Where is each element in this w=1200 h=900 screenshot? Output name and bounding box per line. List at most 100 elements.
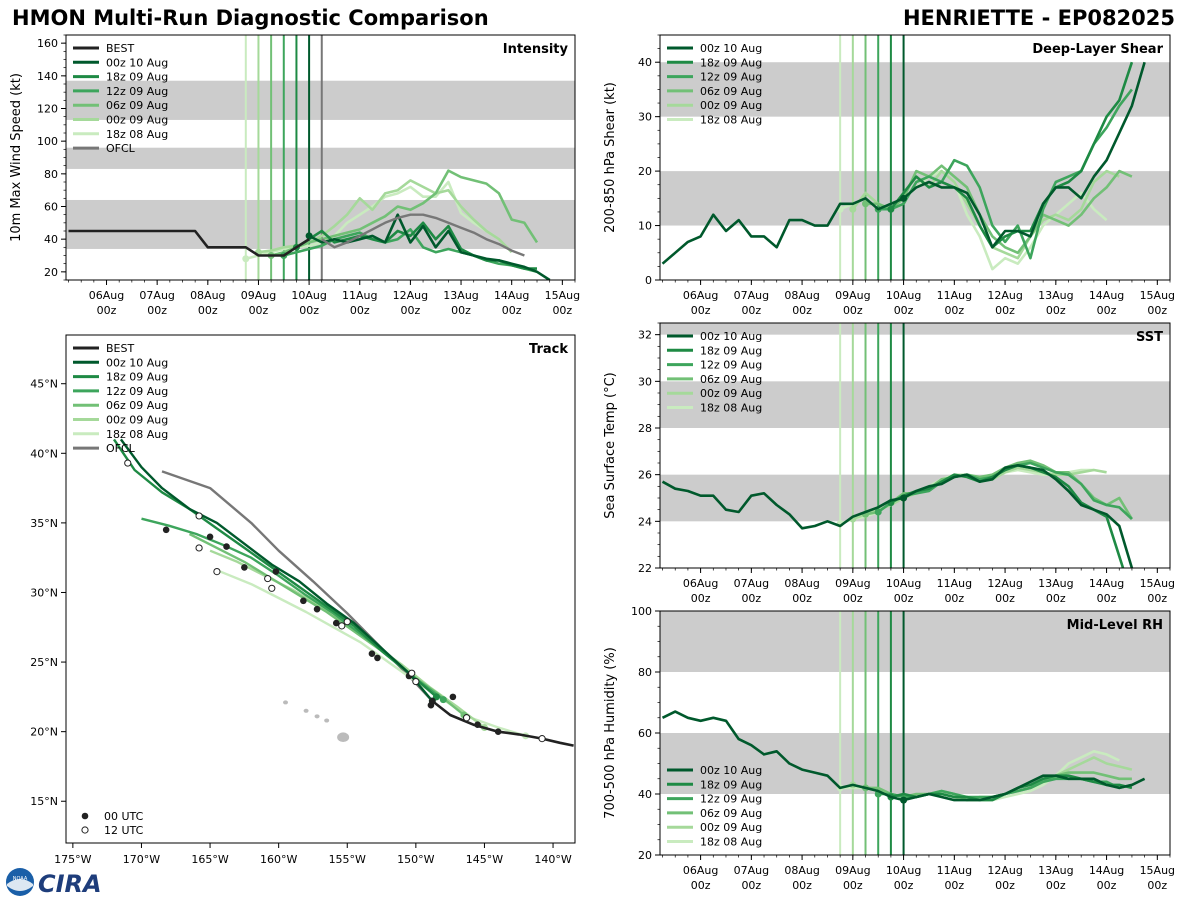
x-tick-sublabel: 00z [894, 879, 914, 892]
x-tick-sublabel: 00z [1046, 879, 1066, 892]
track-point-00utc [494, 728, 502, 735]
hawaii-island [283, 700, 289, 705]
best-track [431, 699, 574, 747]
page-title: HMON Multi-Run Diagnostic Comparison [12, 6, 489, 30]
intensity-plot-area [66, 35, 575, 280]
y-tick-label: 20 [44, 266, 58, 279]
rh-panel: 20 40 60 80 100 700-500 hPa Humidity (%) 06Aug… [603, 605, 1175, 892]
x-tick-label: 08Aug [190, 289, 225, 302]
run-track-0 [119, 438, 434, 702]
run-start-marker [874, 508, 882, 516]
y-tick-label: 35°N [30, 517, 58, 530]
x-tick-sublabel: 00z [995, 304, 1015, 317]
legend-label: 00z 10 Aug [700, 42, 762, 55]
x-tick-label: 14Aug [1089, 864, 1124, 877]
legend-label: 18z 09 Aug [106, 71, 168, 84]
x-tick-label: 15Aug [1140, 289, 1175, 302]
x-tick-label: 10Aug [291, 289, 326, 302]
x-tick-label: 140°W [534, 853, 571, 866]
sst-plot-area [660, 323, 1170, 568]
x-tick-label: 08Aug [784, 577, 819, 590]
x-tick-label: 11Aug [937, 577, 972, 590]
y-tick-label: 22 [638, 562, 652, 575]
legend-label: 18z 08 Aug [700, 402, 762, 415]
x-tick-sublabel: 00z [1046, 304, 1066, 317]
legend-label: 00z 10 Aug [700, 330, 762, 343]
legend-label: 18z 09 Aug [700, 344, 762, 357]
x-tick-sublabel: 00z [792, 304, 812, 317]
legend-label: 12z 09 Aug [106, 85, 168, 98]
track-point-12utc [195, 512, 203, 520]
x-tick-sublabel: 00z [995, 592, 1015, 605]
x-tick-label: 12Aug [987, 577, 1022, 590]
x-tick-label: 12Aug [987, 289, 1022, 302]
x-tick-label: 10Aug [886, 864, 921, 877]
x-tick-sublabel: 00z [350, 304, 370, 317]
shaded-band [660, 474, 1170, 522]
hawaii-island [314, 714, 320, 719]
track-point-00utc [313, 605, 321, 613]
x-tick-label: 09Aug [241, 289, 276, 302]
y-tick-label: 60 [638, 727, 652, 740]
run-start-marker [305, 232, 313, 240]
x-tick-sublabel: 00z [995, 879, 1015, 892]
shear-plot-area [660, 35, 1170, 280]
x-tick-sublabel: 00z [249, 304, 269, 317]
x-tick-label: 06Aug [683, 577, 718, 590]
y-tick-label: 40 [44, 233, 58, 246]
x-tick-label: 165°W [191, 853, 228, 866]
run-track-1 [113, 438, 438, 698]
legend-label: BEST [106, 342, 134, 355]
hawaii-island [337, 732, 350, 743]
run-start-marker [887, 205, 895, 213]
x-tick-label: 13Aug [1038, 864, 1073, 877]
x-tick-label: 08Aug [784, 289, 819, 302]
x-tick-label: 06Aug [683, 864, 718, 877]
run-track-start [439, 696, 447, 704]
plot-frame [65, 334, 576, 844]
track-point-00utc [241, 564, 248, 571]
legend-label: 18z 09 Aug [700, 56, 762, 69]
x-tick-label: 13Aug [1038, 577, 1073, 590]
track-point-12utc [264, 574, 272, 583]
y-tick-label: 60 [44, 201, 58, 214]
y-tick-label: 120 [37, 103, 58, 116]
y-axis-label: Sea Surface Temp (°C) [603, 372, 618, 519]
y-tick-label: 140 [37, 70, 58, 83]
track-point-12utc [195, 544, 203, 552]
legend-label: 06z 09 Aug [700, 85, 762, 98]
legend-label: 00z 10 Aug [106, 56, 168, 69]
legend-label: 18z 08 Aug [106, 428, 168, 441]
noaa-logo-text: NOAA [13, 876, 28, 882]
x-tick-sublabel: 00z [691, 592, 711, 605]
x-tick-sublabel: 00z [741, 304, 761, 317]
legend-label: 00z 09 Aug [700, 387, 762, 400]
x-tick-sublabel: 00z [843, 304, 863, 317]
track-point-12utc [124, 459, 132, 467]
x-tick-label: 175°W [54, 853, 91, 866]
run-line-0 [902, 61, 1146, 249]
x-tick-sublabel: 00z [1097, 879, 1117, 892]
y-tick-label: 15°N [30, 795, 58, 808]
track-point-00utc [272, 568, 280, 575]
x-tick-label: 12Aug [393, 289, 428, 302]
y-tick-label: 20 [638, 849, 652, 862]
plot-frame [659, 322, 1171, 569]
x-tick-sublabel: 00z [401, 304, 421, 317]
track-point-12utc [408, 669, 416, 677]
run-line-2 [283, 228, 538, 274]
track-point-12utc [338, 622, 346, 630]
track-point-00utc [474, 721, 481, 728]
legend-label: 12z 09 Aug [700, 793, 762, 806]
marker-legend-label: 12 UTC [104, 824, 144, 837]
x-tick-label: 06Aug [89, 289, 124, 302]
y-tick-label: 40 [638, 788, 652, 801]
legend-label: BEST [106, 42, 134, 55]
y-tick-label: 32 [638, 329, 652, 342]
x-tick-sublabel: 00z [944, 592, 964, 605]
track-point-00utc [449, 693, 457, 701]
shaded-band [66, 80, 575, 120]
legend-label: 00z 10 Aug [106, 356, 168, 369]
